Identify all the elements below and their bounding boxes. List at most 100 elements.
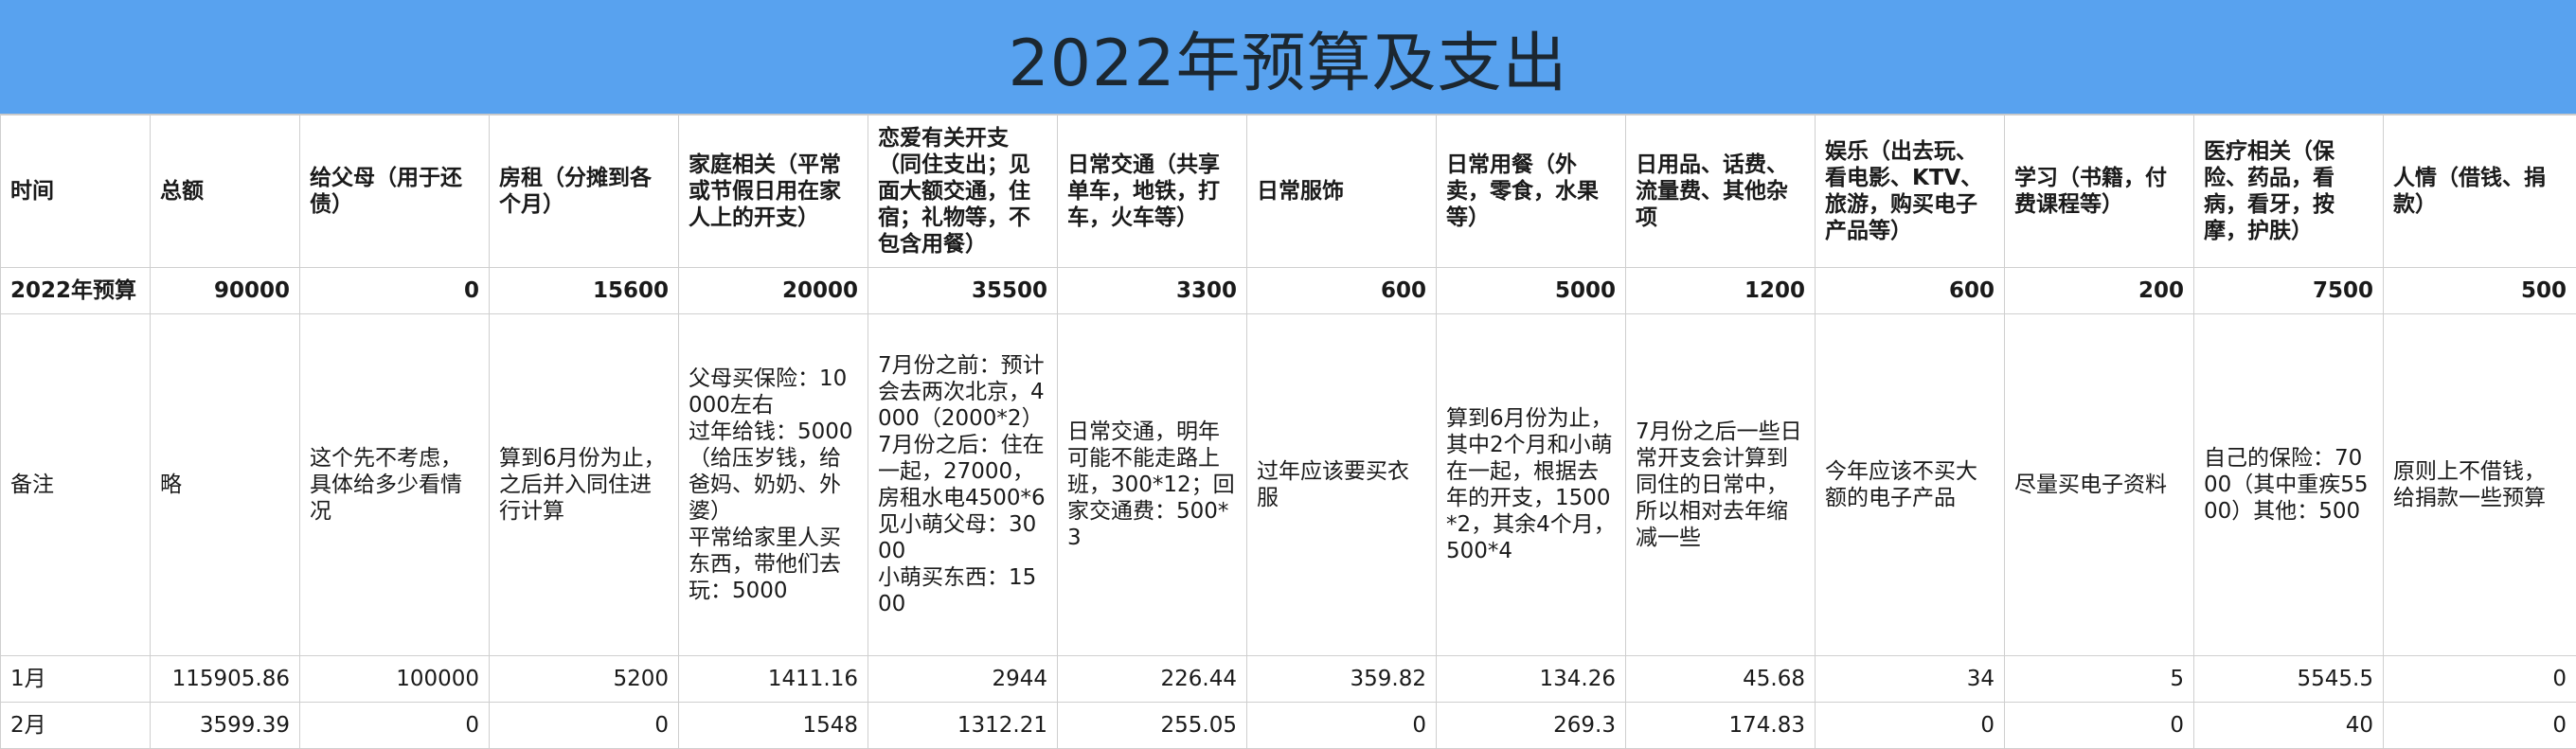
- table-cell[interactable]: 总额: [151, 116, 300, 268]
- cell-text: 1411.16: [768, 667, 858, 691]
- table-cell[interactable]: 269.3: [1437, 703, 1626, 749]
- cell-text: 5: [2170, 667, 2184, 691]
- table-cell[interactable]: 自己的保险：7000（其中重疾5500）其他：500: [2194, 314, 2384, 656]
- table-cell[interactable]: 3599.39: [151, 703, 300, 749]
- table-cell[interactable]: 日常服饰: [1247, 116, 1437, 268]
- table-cell[interactable]: 日常交通，明年可能不能走路上班，300*12；回家交通费：500*3: [1058, 314, 1247, 656]
- table-cell[interactable]: 尽量买电子资料: [2005, 314, 2194, 656]
- header-row: 时间 总额 给父母（用于还债）房租（分摊到各个月）家庭相关（平常或节假日用在家人上的…: [1, 116, 2576, 268]
- cell-text: 15600: [593, 278, 669, 303]
- cell-text: 总额: [160, 179, 204, 204]
- table-cell[interactable]: 算到6月份为止，之后并入同住进行计算: [490, 314, 679, 656]
- table-cell[interactable]: 2944: [868, 656, 1058, 703]
- cell-text: 过年应该要买衣服: [1257, 459, 1409, 510]
- table-cell[interactable]: 给父母（用于还债）: [300, 116, 490, 268]
- cell-text: 0: [464, 278, 479, 303]
- cell-text: 日常交通（共享单车，地铁，打车，火车等）: [1067, 152, 1220, 230]
- table-cell[interactable]: 0: [300, 703, 490, 749]
- cell-text: 45.68: [1743, 667, 1805, 691]
- row-label-cell[interactable]: 2月: [1, 703, 151, 749]
- cell-text: 90000: [214, 278, 290, 303]
- table-cell[interactable]: 0: [490, 703, 679, 749]
- table-cell[interactable]: 0: [2384, 656, 2576, 703]
- table-cell[interactable]: 原则上不借钱，给捐款一些预算: [2384, 314, 2576, 656]
- table-cell[interactable]: 20000: [679, 268, 868, 314]
- table-cell[interactable]: 0: [1816, 703, 2005, 749]
- table-cell[interactable]: 7月份之前：预计会去两次北京，4000（2000*2） 7月份之后：住在一起，2…: [868, 314, 1058, 656]
- table-cell[interactable]: 34: [1816, 656, 2005, 703]
- table-cell[interactable]: 115905.86: [151, 656, 300, 703]
- table-cell[interactable]: 90000: [151, 268, 300, 314]
- cell-text: 0: [2552, 713, 2567, 738]
- table-cell[interactable]: 略: [151, 314, 300, 656]
- table-cell[interactable]: 35500: [868, 268, 1058, 314]
- table-cell[interactable]: 174.83: [1626, 703, 1816, 749]
- cell-text: 600: [1381, 278, 1426, 303]
- table-cell[interactable]: 134.26: [1437, 656, 1626, 703]
- table-cell[interactable]: 日常交通（共享单车，地铁，打车，火车等）: [1058, 116, 1247, 268]
- table-cell[interactable]: 600: [1816, 268, 2005, 314]
- table-cell[interactable]: 200: [2005, 268, 2194, 314]
- cell-text: 日常服饰: [1257, 179, 1344, 204]
- table-cell[interactable]: 0: [2384, 703, 2576, 749]
- table-cell[interactable]: 40: [2194, 703, 2384, 749]
- table-cell[interactable]: 人情（借钱、捐款）: [2384, 116, 2576, 268]
- table-cell[interactable]: 1548: [679, 703, 868, 749]
- cell-text: 255.05: [1161, 713, 1237, 738]
- cell-text: 226.44: [1161, 667, 1237, 691]
- title-bar: 2022年预算及支出: [0, 0, 2576, 115]
- cell-text: 40: [2346, 713, 2373, 738]
- table-cell[interactable]: 今年应该不买大额的电子产品: [1816, 314, 2005, 656]
- table-cell[interactable]: 3300: [1058, 268, 1247, 314]
- table-cell[interactable]: 5545.5: [2194, 656, 2384, 703]
- cell-text: 7月份之前：预计会去两次北京，4000（2000*2） 7月份之后：住在一起，2…: [878, 353, 1046, 616]
- table-cell[interactable]: 房租（分摊到各个月）: [490, 116, 679, 268]
- row-label-cell[interactable]: 备注: [1, 314, 151, 656]
- cell-text: 医疗相关（保险、药品，看病，看牙，按摩，护肤）: [2204, 139, 2334, 243]
- table-cell[interactable]: 100000: [300, 656, 490, 703]
- table-cell[interactable]: 1411.16: [679, 656, 868, 703]
- table-cell[interactable]: 45.68: [1626, 656, 1816, 703]
- table-cell[interactable]: 过年应该要买衣服: [1247, 314, 1437, 656]
- table-cell[interactable]: 500: [2384, 268, 2576, 314]
- table-cell[interactable]: 家庭相关（平常或节假日用在家人上的开支）: [679, 116, 868, 268]
- table-cell[interactable]: 娱乐（出去玩、看电影、KTV、旅游，购买电子产品等）: [1816, 116, 2005, 268]
- cell-text: 娱乐（出去玩、看电影、KTV、旅游，购买电子产品等）: [1825, 139, 1982, 243]
- table-cell[interactable]: 7月份之后一些日常开支会计算到同住的日常中，所以相对去年缩减一些: [1626, 314, 1816, 656]
- row-label-cell[interactable]: 1月: [1, 656, 151, 703]
- cell-text: 0: [1412, 713, 1426, 738]
- cell-text: 今年应该不买大额的电子产品: [1825, 459, 1977, 510]
- table-cell[interactable]: 医疗相关（保险、药品，看病，看牙，按摩，护肤）: [2194, 116, 2384, 268]
- table-cell[interactable]: 父母买保险：10000左右 过年给钱：5000（给压岁钱，给爸妈、奶奶、外婆） …: [679, 314, 868, 656]
- table-cell[interactable]: 日用品、话费、流量费、其他杂项: [1626, 116, 1816, 268]
- cell-text: 1200: [1744, 278, 1805, 303]
- table-cell[interactable]: 255.05: [1058, 703, 1247, 749]
- table-cell[interactable]: 算到6月份为止，其中2个月和小萌在一起，根据去年的开支，1500*2，其余4个月…: [1437, 314, 1626, 656]
- row-label-cell[interactable]: 时间: [1, 116, 151, 268]
- table-cell[interactable]: 15600: [490, 268, 679, 314]
- table-cell[interactable]: 0: [1247, 703, 1437, 749]
- table-cell[interactable]: 1200: [1626, 268, 1816, 314]
- table-cell[interactable]: 359.82: [1247, 656, 1437, 703]
- table-cell[interactable]: 1312.21: [868, 703, 1058, 749]
- cell-text: 原则上不借钱，给捐款一些预算: [2393, 459, 2546, 510]
- cell-text: 算到6月份为止，其中2个月和小萌在一起，根据去年的开支，1500*2，其余4个月…: [1446, 406, 1616, 563]
- cell-text: 2月: [10, 713, 46, 738]
- table-cell[interactable]: 0: [300, 268, 490, 314]
- table-cell[interactable]: 学习（书籍，付费课程等）: [2005, 116, 2194, 268]
- table-cell[interactable]: 600: [1247, 268, 1437, 314]
- budget-table: 时间 总额 给父母（用于还债）房租（分摊到各个月）家庭相关（平常或节假日用在家人上的…: [0, 115, 2576, 749]
- table-cell[interactable]: 226.44: [1058, 656, 1247, 703]
- table-cell[interactable]: 5000: [1437, 268, 1626, 314]
- cell-text: 时间: [10, 179, 54, 204]
- table-cell[interactable]: 7500: [2194, 268, 2384, 314]
- table-cell[interactable]: 日常用餐（外卖，零食，水果等）: [1437, 116, 1626, 268]
- table-cell[interactable]: 这个先不考虑，具体给多少看情况: [300, 314, 490, 656]
- table-cell[interactable]: 0: [2005, 703, 2194, 749]
- table-cell[interactable]: 恋爱有关开支（同住支出；见面大额交通，住宿；礼物等，不包含用餐）: [868, 116, 1058, 268]
- row-label-cell[interactable]: 2022年预算: [1, 268, 151, 314]
- table-cell[interactable]: 5: [2005, 656, 2194, 703]
- table-cell[interactable]: 5200: [490, 656, 679, 703]
